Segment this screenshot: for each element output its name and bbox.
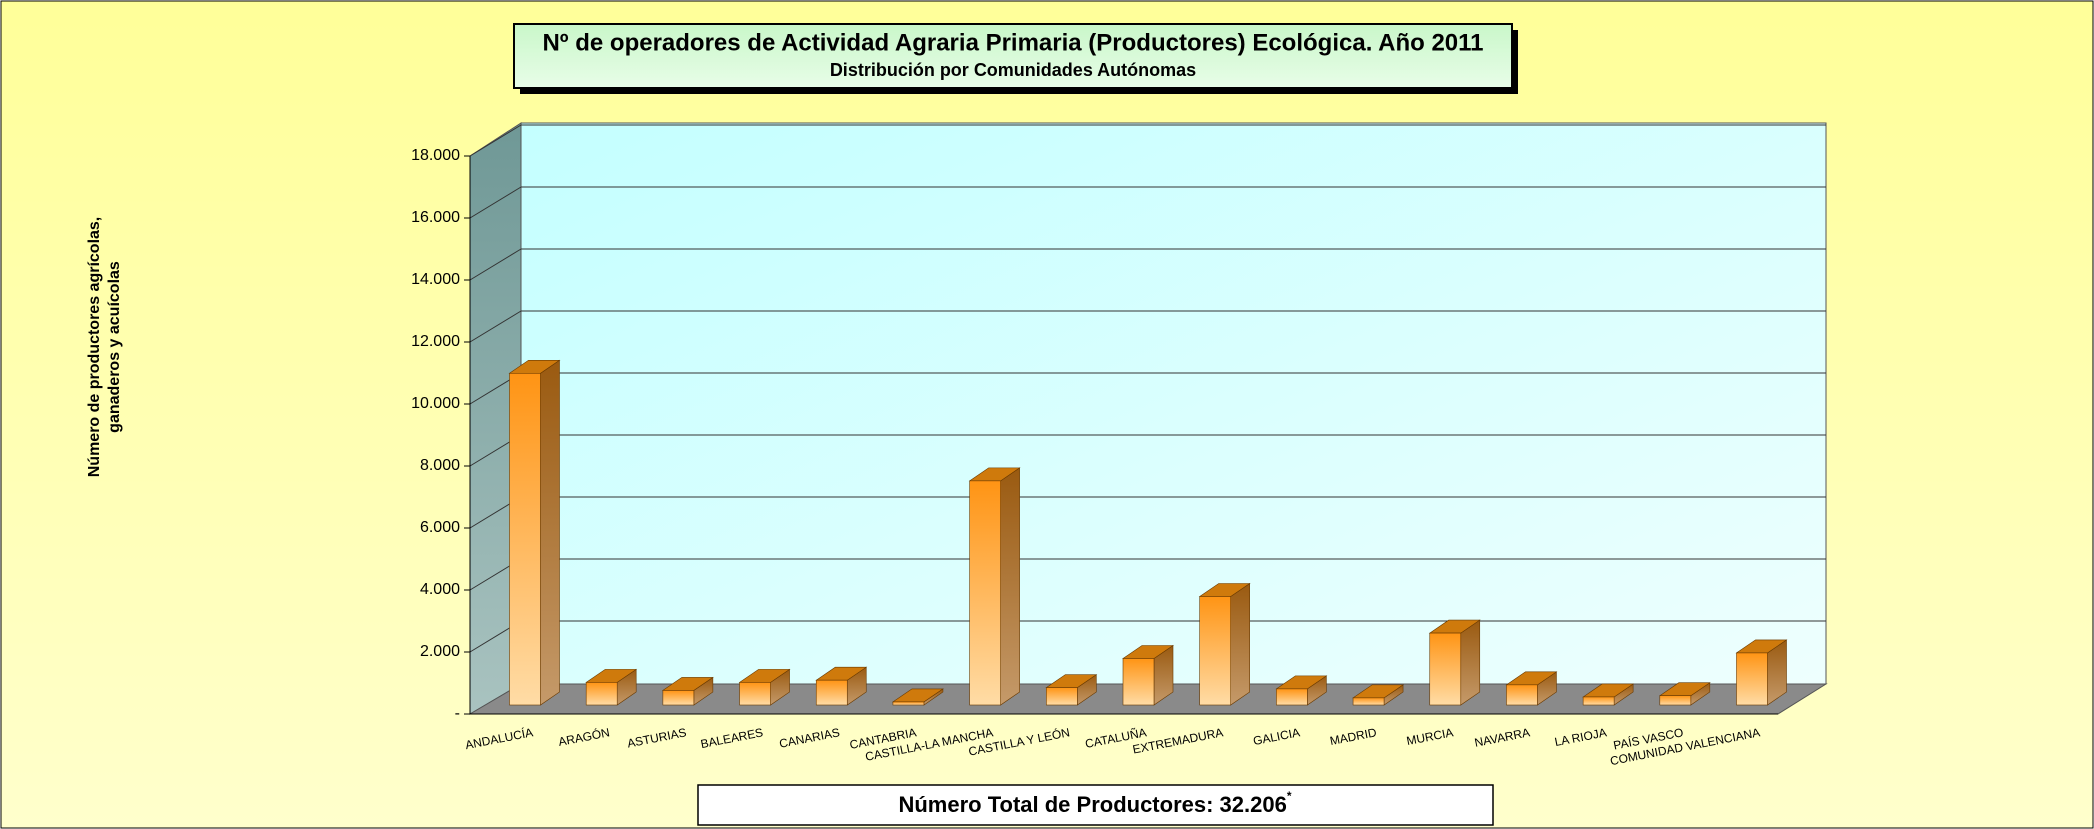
bar-front [969, 480, 1001, 706]
y-tick-label: - [455, 705, 460, 722]
grid-line [469, 248, 1826, 281]
y-tick-label: 8.000 [420, 457, 460, 474]
bar [891, 688, 944, 706]
bar-front [1506, 684, 1538, 706]
bar-front [1659, 695, 1692, 706]
bar-front [1046, 687, 1078, 706]
bar-front [1582, 696, 1615, 706]
chart-title: Nº de operadores de Actividad Agraria Pr… [542, 29, 1483, 56]
bar [1735, 639, 1788, 706]
grid-line-side [469, 248, 522, 281]
bar [1658, 682, 1711, 706]
y-tick-label: 4.000 [420, 581, 460, 598]
bar-side [1230, 582, 1250, 706]
bar [815, 666, 868, 706]
y-tick-label: 14.000 [411, 271, 460, 288]
bar [1045, 674, 1098, 706]
y-axis-title: Número de productores agrícolas, [86, 217, 103, 478]
bar [508, 359, 561, 706]
bar [1122, 644, 1174, 706]
bar-front [509, 372, 541, 706]
grid-line-side [469, 124, 522, 157]
bar [1352, 684, 1405, 706]
bar-front [739, 682, 771, 706]
y-tick-label: 16.000 [411, 209, 460, 226]
bar [1582, 683, 1635, 706]
back-wall [520, 122, 1827, 685]
bar-front [1199, 596, 1231, 706]
bar [1275, 675, 1328, 706]
bar-front [1276, 688, 1308, 706]
bar-side [540, 359, 560, 706]
bar-front [1122, 658, 1155, 706]
bar-front [815, 679, 848, 706]
bar-front [1352, 697, 1385, 706]
grid-line [469, 186, 1826, 219]
footer-mark: * [1287, 789, 1292, 803]
y-tick-label: 12.000 [411, 333, 460, 350]
bar-front [1429, 632, 1462, 706]
bar-side [1460, 619, 1481, 706]
bar [661, 676, 714, 706]
grid-line-side [469, 186, 522, 219]
bar [1428, 619, 1481, 706]
grid-line [469, 310, 1826, 343]
bar-front [662, 690, 695, 706]
bar-side [1000, 467, 1020, 706]
grid-line [469, 124, 1826, 157]
bar [738, 668, 791, 706]
bar [1198, 582, 1251, 706]
bar [585, 668, 638, 706]
bar [968, 467, 1021, 706]
chart-subtitle: Distribución por Comunidades Autónomas [830, 60, 1196, 80]
bar-front [1736, 652, 1768, 706]
y-tick-label: 18.000 [411, 147, 460, 164]
footer: Número Total de Productores: 32.206* [898, 789, 1291, 817]
grid-line-side [469, 310, 522, 343]
y-tick-label: 6.000 [420, 519, 460, 536]
bar [1505, 671, 1558, 706]
bar-front [585, 682, 618, 706]
bar-front [892, 701, 925, 706]
title-box [513, 23, 1513, 89]
y-axis-title: ganaderos y acuícolas [106, 261, 123, 433]
y-tick-label: 2.000 [420, 643, 460, 660]
footer-text: Número Total de Productores: 32.206 [898, 792, 1286, 817]
footer-box [697, 784, 1494, 826]
y-tick-label: 10.000 [411, 395, 460, 412]
